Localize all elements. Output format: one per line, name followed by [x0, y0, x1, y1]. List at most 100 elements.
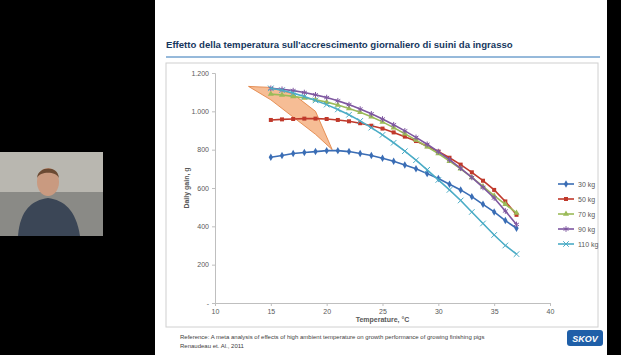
webcam-person-head [37, 168, 59, 196]
legend: 30 kg50 kg70 kg90 kg110 kg [558, 180, 599, 248]
x-tick: 15 [267, 303, 275, 315]
series-marker [492, 208, 496, 215]
series-marker [302, 149, 306, 156]
series-line [271, 88, 517, 224]
series-marker [280, 117, 284, 121]
series-marker [436, 177, 442, 183]
x-tick: 20 [323, 303, 331, 315]
series-marker [325, 147, 329, 154]
y-tick-label: 800 [197, 146, 209, 153]
series-line [271, 151, 517, 229]
series-marker [436, 149, 441, 155]
slide [155, 0, 607, 355]
series-marker [492, 188, 496, 192]
series-marker [313, 98, 319, 104]
reference-text: Reference: A meta analysis of effects of… [180, 334, 484, 340]
x-tick-mark [327, 303, 328, 306]
series-marker [381, 127, 385, 131]
series-marker [424, 167, 430, 173]
series-marker [336, 118, 340, 122]
series-line [271, 88, 517, 254]
y-tick-mark [212, 73, 215, 74]
y-tick-label: - [207, 300, 210, 307]
series-marker [414, 135, 419, 141]
y-axis: -2004006008001.0001.200 [191, 70, 215, 307]
x-axis-line [216, 304, 551, 307]
series-line [271, 119, 517, 215]
series-marker [502, 201, 508, 206]
series-marker [391, 122, 396, 128]
y-tick: - [207, 300, 215, 307]
series-marker [380, 116, 385, 122]
series-marker [279, 87, 285, 93]
series-marker [347, 119, 351, 123]
y-tick-mark [212, 303, 215, 304]
y-tick-label: 1.200 [191, 70, 209, 77]
x-tick-mark [494, 303, 495, 306]
y-tick-label: 600 [197, 185, 209, 192]
y-tick-label: 200 [197, 261, 209, 268]
series-marker [481, 201, 485, 208]
x-tick-label: 25 [379, 308, 387, 315]
series-marker [347, 102, 352, 108]
series-marker [459, 186, 463, 193]
x-tick: 30 [435, 303, 443, 315]
x-tick-label: 35 [491, 308, 499, 315]
y-tick: 400 [197, 223, 215, 230]
webcam-frame [0, 152, 103, 236]
chart-box [166, 63, 598, 327]
series-marker [402, 128, 407, 134]
series-marker [290, 90, 296, 96]
series-marker [403, 161, 407, 168]
y-tick: 800 [197, 146, 215, 153]
y-tick-mark [212, 150, 215, 151]
webcam-person-hair [37, 169, 59, 178]
legend-label: 110 kg [578, 241, 599, 249]
series-marker [380, 132, 386, 138]
legend-marker [563, 241, 569, 247]
series-marker [481, 179, 485, 183]
webcam-person-body [18, 198, 80, 236]
x-tick: 40 [547, 303, 555, 315]
series-marker [458, 165, 463, 171]
reference-text: Renaudeau et. Al., 2011 [180, 343, 245, 349]
series-marker [391, 140, 397, 146]
x-tick: 10 [212, 303, 220, 315]
y-tick: 600 [197, 185, 215, 192]
y-tick-mark [212, 265, 215, 266]
series-marker [358, 150, 362, 157]
series-marker [413, 157, 419, 163]
series-marker [268, 86, 274, 92]
series-marker [491, 232, 497, 238]
series-marker [513, 209, 519, 214]
y-axis-title: Daily gain, g [183, 167, 191, 208]
webcam [0, 152, 103, 236]
legend-marker [564, 197, 568, 201]
series-marker [358, 106, 363, 112]
series-marker [514, 251, 520, 257]
x-tick-label: 10 [212, 308, 220, 315]
y-tick-mark [212, 226, 215, 227]
series-marker [503, 217, 507, 224]
series-marker [324, 95, 329, 101]
series-marker [481, 185, 486, 191]
series-marker [335, 107, 341, 113]
series-marker [324, 102, 330, 108]
x-tick-label: 20 [323, 308, 331, 315]
series-marker [492, 195, 497, 201]
series-marker [336, 147, 340, 154]
series-marker [302, 94, 308, 100]
background [0, 0, 621, 355]
x-tick-mark [438, 303, 439, 306]
series-marker [313, 92, 318, 98]
series-marker [302, 117, 306, 121]
legend-item: 90 kg [558, 226, 595, 234]
plot-area [249, 85, 520, 256]
legend-item: 70 kg [558, 210, 595, 218]
series-marker [503, 208, 508, 214]
legend-marker [563, 210, 569, 215]
x-tick-mark [383, 303, 384, 306]
series-marker [414, 165, 418, 172]
series-marker [369, 125, 375, 131]
y-tick-mark [212, 111, 215, 112]
